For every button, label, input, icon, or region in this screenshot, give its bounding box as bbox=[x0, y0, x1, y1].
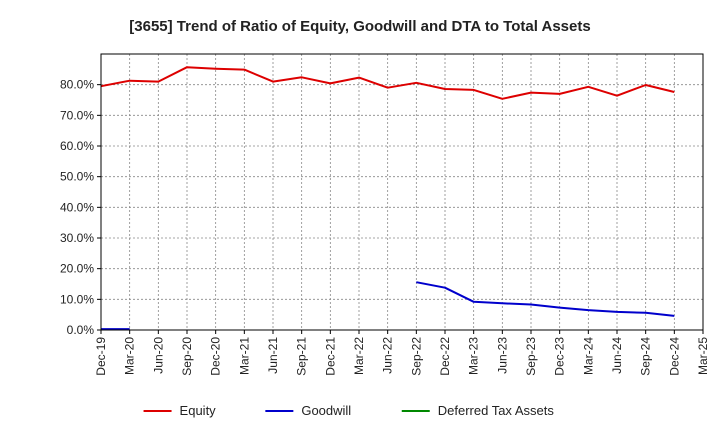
legend-label-equity: Equity bbox=[180, 403, 217, 418]
series-line-goodwill bbox=[416, 281, 675, 317]
y-tick-label: 60.0% bbox=[60, 139, 94, 153]
y-tick-label: 10.0% bbox=[60, 292, 94, 306]
x-tick-label: Sep-24 bbox=[639, 337, 653, 376]
series-line-equity bbox=[100, 66, 675, 100]
chart-title: [3655] Trend of Ratio of Equity, Goodwil… bbox=[129, 18, 590, 35]
x-tick-label: Dec-22 bbox=[438, 337, 452, 376]
x-tick-label: Sep-20 bbox=[180, 337, 194, 376]
x-tick-label: Dec-24 bbox=[667, 337, 681, 376]
x-tick-label: Mar-24 bbox=[581, 337, 595, 375]
x-tick-label: Mar-22 bbox=[352, 337, 366, 375]
x-tick-label: Jun-24 bbox=[610, 337, 624, 374]
legend-label-goodwill: Goodwill bbox=[301, 403, 351, 418]
x-tick-label: Sep-21 bbox=[295, 337, 309, 376]
y-tick-label: 80.0% bbox=[60, 78, 94, 92]
x-tick-label: Sep-23 bbox=[524, 337, 538, 376]
x-tick-label: Jun-22 bbox=[381, 337, 395, 374]
y-tick-label: 20.0% bbox=[60, 262, 94, 276]
x-tick-label: Jun-20 bbox=[151, 337, 165, 374]
x-tick-label: Dec-23 bbox=[553, 337, 567, 376]
y-tick-label: 50.0% bbox=[60, 170, 94, 184]
y-tick-label: 0.0% bbox=[67, 323, 95, 337]
plot-frame bbox=[100, 53, 704, 331]
x-tick-label: Jun-21 bbox=[266, 337, 280, 374]
x-tick-label: Dec-19 bbox=[94, 337, 108, 376]
plot-series bbox=[100, 66, 675, 331]
legend-label-deferred-tax-assets: Deferred Tax Assets bbox=[438, 403, 555, 418]
grid bbox=[101, 54, 703, 330]
x-tick-label: Mar-25 bbox=[696, 337, 710, 375]
x-axis-ticks: Dec-19 Mar-20 Jun-20 Sep-20 Dec-20 Mar-21 Jun-… bbox=[94, 330, 710, 376]
y-tick-label: 70.0% bbox=[60, 108, 94, 122]
x-tick-label: Mar-21 bbox=[237, 337, 251, 375]
x-tick-label: Dec-20 bbox=[209, 337, 223, 376]
x-tick-label: Dec-21 bbox=[323, 337, 337, 376]
y-tick-label: 30.0% bbox=[60, 231, 94, 245]
legend: Equity Goodwill Deferred Tax Assets bbox=[143, 403, 555, 418]
x-tick-label: Mar-23 bbox=[467, 337, 481, 375]
x-tick-label: Mar-20 bbox=[123, 337, 137, 375]
x-tick-label: Sep-22 bbox=[409, 337, 423, 376]
x-tick-label: Jun-23 bbox=[495, 337, 509, 374]
y-axis-ticks: 0.0% 10.0% 20.0% 30.0% 40.0% 50.0% 60.0% 70.0% 8… bbox=[60, 78, 101, 337]
y-tick-label: 40.0% bbox=[60, 200, 94, 214]
